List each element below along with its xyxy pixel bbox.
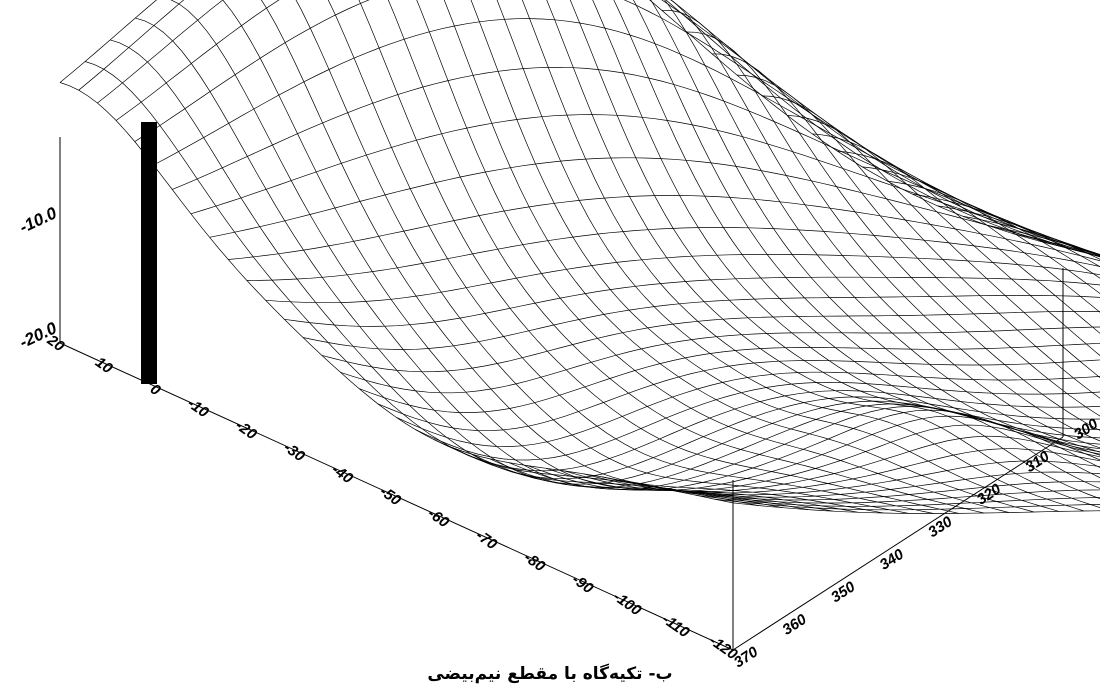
- y-tick-label: -50: [376, 483, 404, 510]
- x-tick-label: 360: [779, 611, 810, 639]
- mesh-line: [470, 0, 1060, 512]
- mesh-line: [583, 435, 1100, 492]
- mesh-line: [812, 133, 1100, 334]
- mesh-line: [620, 460, 1100, 496]
- mesh-line: [762, 95, 1100, 379]
- mesh-line: [489, 403, 1100, 488]
- box-walls: [59, 137, 1064, 651]
- mesh-line: [97, 0, 1100, 258]
- mesh-line: [602, 448, 1100, 494]
- x-tick-label: 340: [877, 545, 908, 573]
- mesh-line: [736, 74, 1100, 399]
- y-tick-label: -10: [184, 395, 212, 422]
- mesh-line: [190, 114, 1100, 256]
- mesh-line: [222, 0, 859, 513]
- mesh-line: [650, 0, 1100, 456]
- mesh-line: [153, 18, 1100, 256]
- mesh-line: [937, 205, 1100, 260]
- mesh-line: [260, 0, 884, 514]
- mesh-line: [837, 150, 1100, 313]
- mesh-line: [443, 0, 1034, 513]
- mesh-line: [658, 481, 1100, 501]
- y-tick-label: -90: [569, 571, 597, 598]
- axis-labels: -10.0-20.020100-10-20-30-40-50-60-70-80-…: [17, 203, 1100, 671]
- mesh-line: [546, 0, 1100, 500]
- mesh-line: [321, 311, 1100, 373]
- y-tick-label: -40: [328, 461, 356, 488]
- mesh-line: [170, 0, 834, 512]
- mesh-line: [84, 61, 759, 506]
- mesh-line: [521, 0, 1100, 509]
- mesh-line: [569, 0, 1100, 489]
- mesh-line: [962, 215, 1100, 256]
- mesh-line: [416, 0, 1009, 513]
- mesh-line: [496, 0, 1085, 512]
- mesh-line: [415, 381, 1100, 461]
- y-tick-label: -60: [425, 505, 453, 532]
- mesh-line: [887, 180, 1100, 279]
- figure-caption: ب- تکیه‌گاه با مقطع نیم‌بیضی: [427, 664, 673, 684]
- mesh-line: [714, 498, 1100, 511]
- mesh-line: [471, 400, 1100, 485]
- mesh-line: [327, 0, 934, 514]
- mesh-line: [135, 17, 809, 510]
- mesh-line: [295, 0, 909, 514]
- mesh-line: [661, 9, 1100, 442]
- mesh-line: [732, 502, 1100, 514]
- x-axis-line: [732, 436, 1064, 651]
- mesh-line: [787, 115, 1100, 356]
- mesh-line: [209, 157, 1100, 258]
- mesh-line: [711, 53, 1100, 417]
- y-tick-label: -110: [659, 611, 693, 642]
- surface-mesh: [59, 0, 1100, 514]
- mesh-line: [613, 0, 1100, 468]
- y-axis-line: [59, 342, 734, 651]
- y-tick-label: -70: [473, 527, 501, 554]
- mesh-line: [664, 0, 1100, 453]
- mesh-line: [387, 0, 984, 514]
- mesh-line: [592, 0, 1100, 479]
- mesh-line: [695, 494, 1100, 507]
- mesh-line: [59, 0, 1064, 248]
- y-tick-label: -30: [280, 439, 308, 466]
- mesh-line: [676, 489, 1100, 504]
- mesh-line: [545, 415, 1100, 491]
- mesh-line: [639, 471, 1100, 498]
- mesh-line: [59, 82, 734, 504]
- y-tick-label: 10: [92, 354, 116, 378]
- y-tick-label: -100: [610, 588, 645, 620]
- mesh-line: [633, 0, 1100, 461]
- mesh-line: [110, 39, 784, 509]
- mesh-line: [284, 276, 1100, 327]
- z-tick-label: -10.0: [17, 203, 61, 237]
- mesh-line: [78, 0, 1082, 253]
- mesh-line: [358, 342, 1100, 413]
- mesh-line: [115, 0, 1100, 257]
- pier-marker: [141, 122, 157, 384]
- mesh-line: [508, 406, 1100, 490]
- mesh-line: [686, 31, 1100, 431]
- mesh-line: [134, 0, 1100, 257]
- mesh-line: [670, 0, 1100, 449]
- mesh-line: [396, 371, 1100, 447]
- mesh-line: [358, 0, 959, 514]
- x-tick-label: 330: [925, 513, 956, 541]
- mesh-line: [246, 227, 1100, 281]
- x-tick-label: 350: [828, 578, 859, 606]
- y-tick-label: -80: [521, 549, 549, 576]
- y-tick-label: -20: [232, 417, 260, 444]
